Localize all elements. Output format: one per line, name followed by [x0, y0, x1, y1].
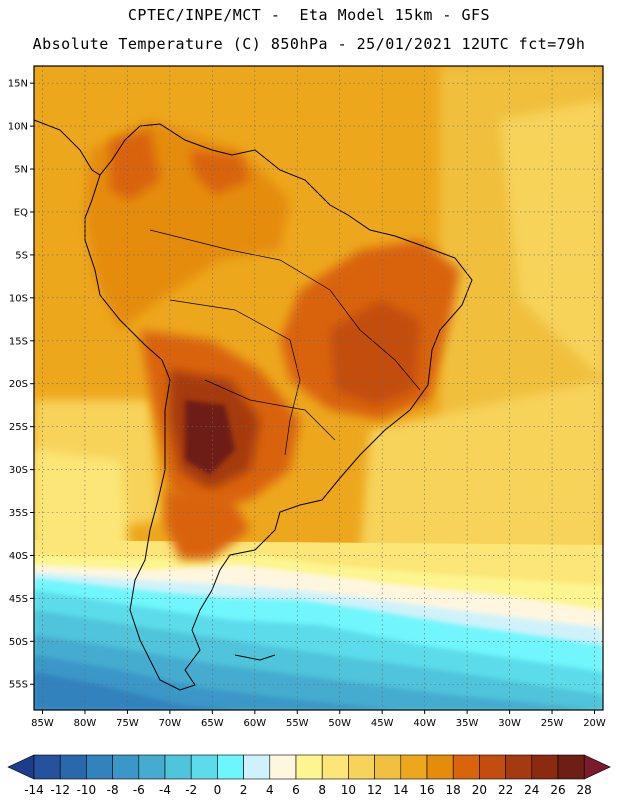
lon-tick-label: 80W [74, 718, 97, 729]
colorbar-swatch [112, 754, 140, 780]
map-title: CPTEC/INPE/MCT - Eta Model 15km - GFS [127, 6, 491, 24]
axes: 15N 10N 5N EQ 5S 10S 15S 20S 25S 30S 35S 40S 45S 50S 5… [8, 79, 606, 729]
colorbar-lower-extension [7, 754, 35, 780]
country-border-1 [149, 229, 421, 391]
colorbar-label: 8 [318, 783, 326, 797]
colorbar-label: 24 [524, 783, 539, 797]
lat-tick-label: 50S [9, 637, 28, 648]
field-band-m8 [34, 672, 240, 710]
colorbar-label: 20 [472, 783, 487, 797]
colorbar-swatch [505, 754, 533, 780]
colorbar-swatch [138, 754, 166, 780]
lat-tick-label: 10S [9, 293, 28, 304]
field-south-atlantic-mild [360, 380, 603, 560]
lat-tick-label: EQ [14, 207, 28, 218]
field-patagonia-warm [165, 490, 250, 560]
colorbar-label: -10 [77, 783, 97, 797]
colorbar-label: 28 [577, 783, 592, 797]
colorbar: -14 -12 -10 -8 -6 -4 -2 0 2 4 6 8 10 12 14 16 18 20 22 24 26… [7, 754, 611, 797]
lon-tick-label: 60W [243, 718, 266, 729]
colorbar-label: 0 [214, 783, 222, 797]
colorbar-label: -2 [185, 783, 197, 797]
lat-tick-label: 40S [9, 551, 28, 562]
colorbar-swatch [269, 754, 297, 780]
central-america-coastline [34, 119, 101, 176]
colorbar-swatch [86, 754, 113, 780]
colorbar-label: 18 [446, 783, 461, 797]
colorbar-upper-extension [583, 754, 611, 780]
colorbar-swatch [426, 754, 454, 780]
lon-tick-label: 40W [413, 718, 436, 729]
colorbar-swatch [243, 754, 271, 780]
lat-tick-label: 55S [9, 680, 28, 691]
map-subtitle: Absolute Temperature (C) 850hPa - 25/01/… [32, 35, 586, 53]
colorbar-label: 2 [240, 783, 248, 797]
lat-tick-label: 20S [9, 379, 28, 390]
colorbar-label: -6 [133, 783, 145, 797]
colorbar-label: -4 [159, 783, 171, 797]
temperature-field [34, 66, 603, 710]
lat-tick-label: 30S [9, 465, 28, 476]
lon-tick-label: 65W [201, 718, 224, 729]
colorbar-swatch [348, 754, 375, 780]
colorbar-swatch [531, 754, 559, 780]
lon-tick-label: 85W [31, 718, 54, 729]
colorbar-swatch [217, 754, 244, 780]
lat-tick-label: 10N [8, 122, 28, 133]
lat-tick-label: 25S [9, 422, 28, 433]
coastlines [34, 119, 473, 691]
lat-tick-label: 35S [9, 508, 28, 519]
field-pacific-cool [34, 450, 130, 560]
country-border-2 [169, 299, 301, 456]
lat-tick-label: 15N [8, 79, 28, 90]
colorbar-swatch [164, 754, 192, 780]
field-chaco-hottest [185, 400, 235, 475]
colorbar-label: 12 [367, 783, 382, 797]
falkland-coastline [234, 654, 276, 661]
field-brazil-hotter [330, 300, 420, 405]
lon-tick-label: 55W [286, 718, 309, 729]
lon-tick-label: 75W [116, 718, 139, 729]
colorbar-label: -8 [107, 783, 119, 797]
lat-tick-label: 45S [9, 594, 28, 605]
colorbar-swatch [374, 754, 402, 780]
lon-tick-label: 50W [328, 718, 351, 729]
field-venezuela-hot [190, 150, 250, 195]
lon-tick-label: 25W [541, 718, 564, 729]
colorbar-swatch [479, 754, 506, 780]
map-frame [33, 65, 604, 711]
colorbar-label: 4 [266, 783, 274, 797]
field-atlantic-mild [500, 100, 603, 380]
colorbar-swatch [321, 754, 349, 780]
colorbar-swatch [557, 754, 585, 780]
colorbar-label: 22 [498, 783, 513, 797]
lon-tick-label: 35W [456, 718, 479, 729]
colorbar-label: 14 [393, 783, 408, 797]
colorbar-swatch [295, 754, 323, 780]
colorbar-swatch [59, 754, 87, 780]
south-america-coastline [84, 123, 473, 691]
colorbar-label: 6 [292, 783, 300, 797]
lat-tick-label: 5N [14, 165, 28, 176]
colorbar-label: 10 [341, 783, 356, 797]
colorbar-label: 26 [550, 783, 565, 797]
field-colombia-hot [110, 130, 160, 200]
country-border-3 [204, 379, 336, 441]
colorbar-label: 16 [419, 783, 434, 797]
graticule [34, 66, 603, 710]
colorbar-swatch [452, 754, 480, 780]
lon-tick-label: 30W [498, 718, 521, 729]
colorbar-label: -14 [24, 783, 44, 797]
lon-tick-label: 45W [371, 718, 394, 729]
lon-tick-label: 70W [159, 718, 182, 729]
lat-tick-label: 5S [15, 250, 28, 261]
lat-tick-label: 15S [9, 336, 28, 347]
colorbar-swatch [33, 754, 61, 780]
colorbar-swatch [190, 754, 218, 780]
colorbar-swatch [400, 754, 428, 780]
lon-tick-label: 20W [583, 718, 606, 729]
colorbar-label: -12 [50, 783, 70, 797]
